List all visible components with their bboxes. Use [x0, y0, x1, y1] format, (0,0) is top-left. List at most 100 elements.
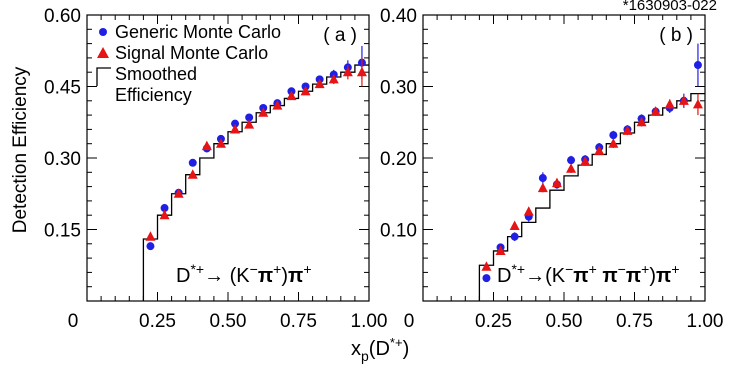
- plot-frame: [422, 14, 706, 302]
- signal-point: [300, 85, 311, 96]
- signal-point: [356, 66, 367, 77]
- decay-text: D: [497, 265, 511, 287]
- x-tick-label: 0: [68, 311, 79, 332]
- decay-text: π: [597, 265, 618, 287]
- legend-signal-marker: [97, 47, 109, 58]
- y-tick-label: 0.20: [380, 149, 417, 170]
- signal-point: [272, 100, 283, 110]
- generic-point: [609, 131, 618, 140]
- legend-label: Efficiency: [115, 85, 192, 105]
- decay-text: π: [573, 265, 588, 287]
- panel-label: ( a ): [323, 25, 357, 46]
- signal-point: [173, 188, 184, 198]
- decay-superscript: *+: [190, 261, 204, 277]
- signal-point: [495, 245, 506, 255]
- x-tick-label: 0.50: [210, 311, 247, 332]
- signal-point: [159, 209, 170, 220]
- signal-point: [244, 119, 255, 129]
- signal-point: [201, 140, 212, 151]
- decay-superscript: +: [303, 261, 311, 277]
- signal-point: [622, 125, 633, 135]
- decay-text: (K: [545, 265, 566, 287]
- svg-text:xp(D*+): xp(D*+): [351, 335, 409, 364]
- decay-superscript: −: [618, 261, 626, 277]
- y-tick-label: 0.15: [44, 221, 81, 242]
- decay-text: ): [649, 265, 656, 287]
- decay-text: D: [176, 265, 190, 287]
- decay-formula: D*+→ (K−π+)π+: [176, 261, 312, 287]
- signal-point: [566, 163, 577, 173]
- signal-point: [678, 95, 689, 105]
- x-tick-label: 0: [404, 311, 415, 332]
- panel-b: 0 0.25 0.50 0.75 1.00 0.10 0.20 0.30 0.40 ( b ) D*…: [380, 6, 723, 332]
- signal-point: [636, 116, 647, 127]
- x-tick-label: 0.75: [616, 311, 653, 332]
- legend-label: Signal Monte Carlo: [115, 43, 268, 63]
- x-axis-label-sub: p: [361, 348, 369, 364]
- generic-point: [231, 119, 240, 128]
- y-tick-label: 0.60: [44, 6, 81, 27]
- x-tick-label: 0.25: [139, 311, 176, 332]
- x-tick-label: 1.00: [351, 311, 388, 332]
- signal-point: [342, 66, 353, 77]
- x-tick-label: 0.75: [280, 311, 317, 332]
- x-axis-label-main: x: [351, 338, 361, 360]
- signal-point: [230, 124, 241, 134]
- signal-point: [145, 231, 156, 241]
- signal-point: [314, 78, 325, 89]
- y-tick-label: 0.30: [380, 78, 417, 99]
- signal-point: [551, 177, 562, 188]
- decay-text: ): [281, 265, 288, 287]
- generic-point: [693, 61, 702, 70]
- decay-superscript: +: [641, 261, 649, 277]
- signal-point: [187, 169, 198, 179]
- decay-text: →: [525, 265, 545, 287]
- decay-superscript: +: [671, 261, 679, 277]
- generic-point: [482, 274, 491, 283]
- decay-superscript: +: [589, 261, 597, 277]
- decay-text: π: [626, 265, 641, 287]
- legend-generic-marker: [99, 28, 107, 36]
- signal-point: [523, 206, 534, 216]
- signal-point: [258, 107, 269, 117]
- generic-point: [245, 113, 254, 122]
- generic-point: [510, 232, 519, 241]
- signal-point: [580, 156, 591, 166]
- signal-point: [509, 220, 520, 230]
- y-axis-label: Detection Efficiency: [10, 66, 31, 233]
- x-tick-label: 0.25: [475, 311, 512, 332]
- y-tick-label: 0.10: [380, 221, 417, 242]
- decay-text: π: [258, 265, 273, 287]
- legend-smoothed-marker: [96, 67, 111, 86]
- signal-point: [328, 73, 339, 84]
- generic-point: [567, 156, 576, 165]
- decay-superscript: −: [250, 261, 258, 277]
- decay-superscript: +: [273, 261, 281, 277]
- x-axis-label-sup: *+: [390, 335, 403, 350]
- signal-point: [650, 106, 661, 116]
- x-tick-label: 1.00: [687, 311, 724, 332]
- signal-point: [215, 138, 226, 148]
- decay-formula: D*+→(K−π+ π−π+)π+: [497, 261, 680, 287]
- legend-label: Generic Monte Carlo: [115, 22, 281, 42]
- decay-text: π: [656, 265, 671, 287]
- generic-point: [146, 242, 155, 251]
- signal-point: [608, 138, 619, 148]
- generic-point: [188, 158, 197, 167]
- decay-superscript: *+: [511, 261, 525, 277]
- y-tick-label: 0.45: [44, 78, 81, 99]
- signal-point: [286, 90, 297, 101]
- x-axis-label-close: ): [403, 338, 410, 360]
- x-tick-label: 0.50: [546, 311, 583, 332]
- decay-text: →: [204, 265, 224, 287]
- figure-id: *1630903-022: [623, 0, 717, 14]
- generic-point: [160, 204, 169, 213]
- signal-point: [664, 98, 675, 109]
- panel-label: ( b ): [659, 25, 693, 46]
- x-axis-label: xp(D*+): [351, 335, 409, 364]
- decay-text: π: [288, 265, 303, 287]
- panel-a: 0 0.25 0.50 0.75 1.00 0.15 0.30 0.45 0.60 ( a ) D*…: [44, 6, 387, 332]
- decay-text: (K: [224, 265, 250, 287]
